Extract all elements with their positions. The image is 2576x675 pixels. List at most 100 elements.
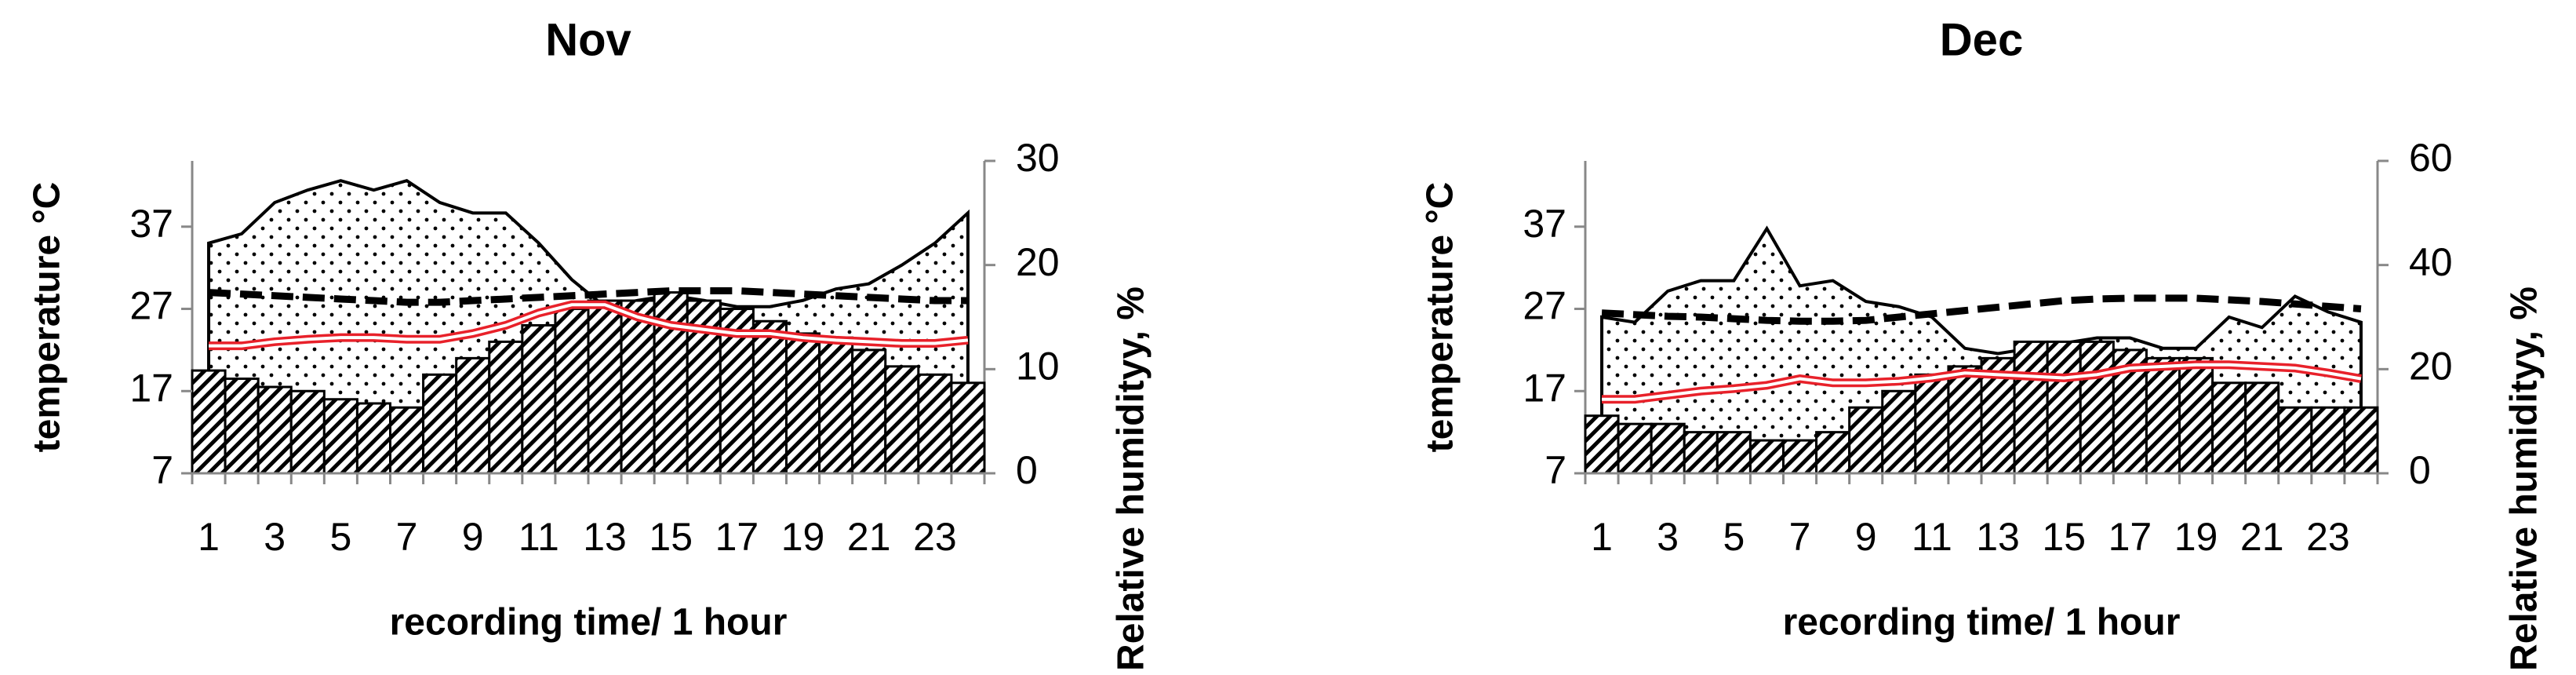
x-tick-label: 17 [2108,515,2152,559]
x-tick-label: 19 [2174,515,2218,559]
y-tick-label: 7 [1545,448,1566,492]
bar [818,336,854,475]
bar [1782,439,1818,475]
y2-tick-label: 0 [2409,448,2431,492]
bar [1617,422,1653,475]
line-inner [209,303,969,348]
area-outline [1600,225,2363,473]
y-tick-label: 7 [151,448,173,492]
chart-title: Nov [545,14,631,65]
bar [851,348,887,475]
bar [224,378,260,475]
bar [2310,406,2346,475]
y-tick-label: 27 [1523,284,1566,328]
y2-axis-title: Relative humidityy, % [2504,286,2545,671]
line-inner [1602,363,2362,401]
x-tick-label: 13 [1976,515,2020,559]
bar [389,406,425,475]
bar [2079,340,2115,475]
bar [355,402,391,475]
bar [1584,414,1620,475]
x-tick-label: 3 [264,515,286,559]
bar [1748,439,1785,475]
bar [2046,340,2082,475]
bar [1650,422,1686,475]
y-tick-label: 17 [1523,366,1566,410]
x-tick-label: 7 [1789,515,1811,559]
x-tick-label: 23 [913,515,957,559]
bar [191,369,227,475]
y-tick-label: 17 [129,366,173,410]
bar [1881,389,1917,475]
bar [322,398,358,475]
x-tick-label: 19 [781,515,825,559]
x-tick-label: 9 [1855,515,1877,559]
y2-tick-label: 0 [1016,448,1038,492]
bar [2145,356,2181,475]
y2-tick-label: 30 [1016,136,1060,180]
bar [587,299,623,475]
x-tick-label: 15 [2042,515,2086,559]
bar [1914,373,1950,475]
y2-axis-title: Relative humidityy, % [1111,286,1152,671]
bar [289,389,326,475]
x-tick-label: 21 [847,515,891,559]
bar [455,356,491,475]
chart-title: Dec [1940,14,2023,65]
bar [620,299,656,475]
bar [785,332,821,475]
x-tick-label: 5 [1723,515,1745,559]
y2-tick-label: 10 [1016,345,1060,389]
x-tick-label: 23 [2306,515,2350,559]
bar [751,319,788,475]
x-tick-label: 21 [2240,515,2284,559]
y2-tick-label: 60 [2409,136,2453,180]
x-tick-label: 5 [329,515,351,559]
bar [2211,381,2247,475]
x-tick-label: 1 [1591,515,1613,559]
bar [1815,431,1851,475]
x-tick-label: 1 [198,515,220,559]
bar [521,323,557,475]
bar [1716,431,1752,475]
bar [1683,431,1719,475]
bar [917,373,953,475]
x-tick-label: 11 [518,515,559,559]
y-axis-title: temperature °C [27,182,68,453]
bar [1947,365,1983,475]
x-tick-label: 7 [396,515,418,559]
bar [884,365,920,475]
x-tick-label: 9 [462,515,484,559]
y-tick-label: 37 [1523,202,1566,246]
bar [2277,406,2313,475]
bar [2343,406,2379,475]
y-tick-label: 27 [129,284,173,328]
y2-tick-label: 20 [1016,240,1060,284]
bar [2013,340,2049,475]
line [208,286,968,306]
bar [2178,356,2214,475]
x-axis-title: recording time/ 1 hour [1783,602,2181,644]
bar [257,385,293,475]
x-tick-label: 15 [649,515,693,559]
y-tick-label: 37 [129,202,173,246]
y2-tick-label: 20 [2409,345,2453,389]
bar [488,340,524,475]
bar [2244,381,2280,475]
bar [1848,406,1884,475]
bar [554,308,590,475]
y-axis-title: temperature °C [1420,182,1461,453]
x-tick-label: 13 [583,515,627,559]
x-tick-label: 3 [1657,515,1679,559]
x-tick-label: 17 [715,515,759,559]
line [1601,294,2362,325]
x-axis-title: recording time/ 1 hour [390,602,788,644]
y2-tick-label: 40 [2409,240,2453,284]
bar [950,381,986,475]
bar [422,373,458,475]
x-tick-label: 11 [1912,515,1952,559]
